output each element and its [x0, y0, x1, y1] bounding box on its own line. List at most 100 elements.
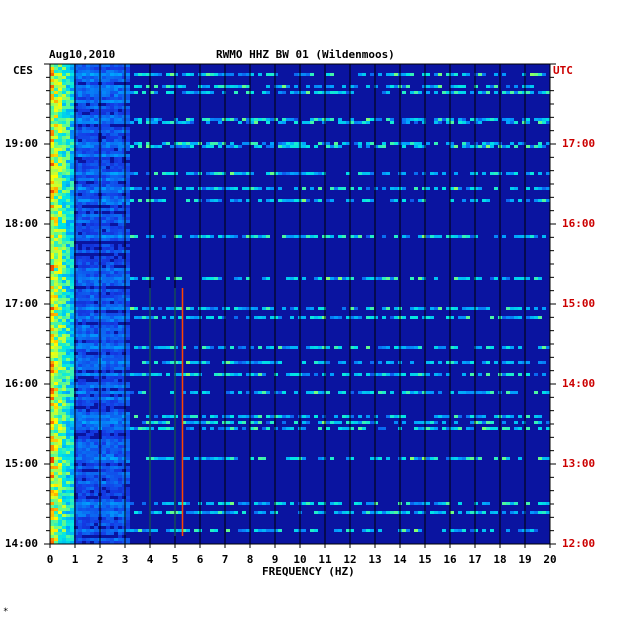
heatmap-cell	[446, 316, 450, 319]
heatmap-cell	[238, 277, 242, 280]
heatmap-cell	[470, 187, 474, 190]
heatmap-cell	[82, 517, 86, 520]
heatmap-cell	[86, 223, 90, 226]
heatmap-cell	[86, 208, 90, 211]
heatmap-cell	[114, 469, 118, 472]
heatmap-cell	[74, 166, 78, 169]
heatmap-cell	[58, 538, 62, 541]
heatmap-cell	[90, 184, 94, 187]
heatmap-cell	[78, 361, 82, 364]
heatmap-cell	[70, 64, 74, 67]
axis-ticks	[44, 63, 556, 548]
heatmap-cell	[350, 199, 354, 202]
heatmap-cell	[50, 397, 54, 400]
heatmap-cell	[538, 316, 542, 319]
heatmap-cell	[58, 64, 62, 67]
heatmap-cell	[126, 487, 130, 490]
heatmap-cell	[82, 103, 86, 106]
heatmap-cell	[114, 199, 118, 202]
heatmap-cell	[74, 91, 78, 94]
heatmap-cell	[50, 106, 54, 109]
heatmap-cell	[162, 187, 166, 190]
heatmap-cell	[70, 196, 74, 199]
heatmap-cell	[114, 433, 118, 436]
heatmap-cell	[110, 145, 114, 148]
heatmap-cell	[462, 316, 466, 319]
heatmap-cell	[358, 235, 362, 238]
heatmap-cell	[426, 391, 430, 394]
heatmap-cell	[50, 91, 54, 94]
heatmap-cell	[330, 316, 334, 319]
heatmap-cell	[130, 427, 134, 430]
heatmap-cell	[70, 448, 74, 451]
heatmap-cell	[86, 286, 90, 289]
heatmap-cell	[74, 490, 78, 493]
x-tick-label: 11	[318, 553, 332, 566]
heatmap-cell	[90, 235, 94, 238]
heatmap-cell	[54, 394, 58, 397]
heatmap-cell	[146, 172, 150, 175]
heatmap-cell	[110, 382, 114, 385]
heatmap-cell	[390, 361, 394, 364]
heatmap-cell	[114, 424, 118, 427]
heatmap-cell	[58, 247, 62, 250]
heatmap-cell	[102, 139, 106, 142]
heatmap-cell	[50, 400, 54, 403]
heatmap-cell	[210, 316, 214, 319]
heatmap-cell	[74, 391, 78, 394]
heatmap-cell	[50, 313, 54, 316]
heatmap-cell	[86, 283, 90, 286]
heatmap-cell	[90, 313, 94, 316]
heatmap-cell	[86, 328, 90, 331]
heatmap-cell	[126, 106, 130, 109]
heatmap-cell	[366, 316, 370, 319]
heatmap-cell	[86, 460, 90, 463]
heatmap-cell	[114, 109, 118, 112]
heatmap-cell	[78, 274, 82, 277]
heatmap-cell	[318, 142, 322, 145]
heatmap-cell	[402, 421, 406, 424]
heatmap-cell	[78, 250, 82, 253]
heatmap-cell	[50, 76, 54, 79]
heatmap-cell	[126, 316, 130, 319]
heatmap-cell	[62, 79, 66, 82]
heatmap-cell	[538, 421, 542, 424]
heatmap-cell	[102, 418, 106, 421]
heatmap-cell	[346, 172, 350, 175]
heatmap-cell	[94, 250, 98, 253]
heatmap-cell	[54, 418, 58, 421]
heatmap-cell	[58, 139, 62, 142]
heatmap-cell	[94, 283, 98, 286]
heatmap-cell	[266, 361, 270, 364]
heatmap-cell	[62, 403, 66, 406]
heatmap-cell	[66, 394, 70, 397]
heatmap-cell	[334, 142, 338, 145]
heatmap-cell	[50, 112, 54, 115]
heatmap-cell	[422, 235, 426, 238]
heatmap-cell	[278, 529, 282, 532]
heatmap-cell	[54, 202, 58, 205]
heatmap-cell	[94, 163, 98, 166]
heatmap-cell	[126, 235, 130, 238]
heatmap-cell	[518, 427, 522, 430]
heatmap-cell	[94, 166, 98, 169]
heatmap-cell	[226, 502, 230, 505]
heatmap-cell	[450, 427, 454, 430]
heatmap-cell	[50, 307, 54, 310]
heatmap-cell	[62, 154, 66, 157]
heatmap-cell	[150, 457, 154, 460]
heatmap-cell	[102, 100, 106, 103]
heatmap-cell	[94, 187, 98, 190]
heatmap-cell	[66, 169, 70, 172]
heatmap-cell	[314, 235, 318, 238]
heatmap-cell	[222, 346, 226, 349]
heatmap-cell	[94, 442, 98, 445]
heatmap-cell	[262, 361, 266, 364]
heatmap-cell	[126, 118, 130, 121]
heatmap-cell	[170, 73, 174, 76]
heatmap-cell	[482, 529, 486, 532]
heatmap-cell	[78, 343, 82, 346]
heatmap-cell	[542, 502, 546, 505]
heatmap-cell	[222, 373, 226, 376]
heatmap-cell	[114, 334, 118, 337]
